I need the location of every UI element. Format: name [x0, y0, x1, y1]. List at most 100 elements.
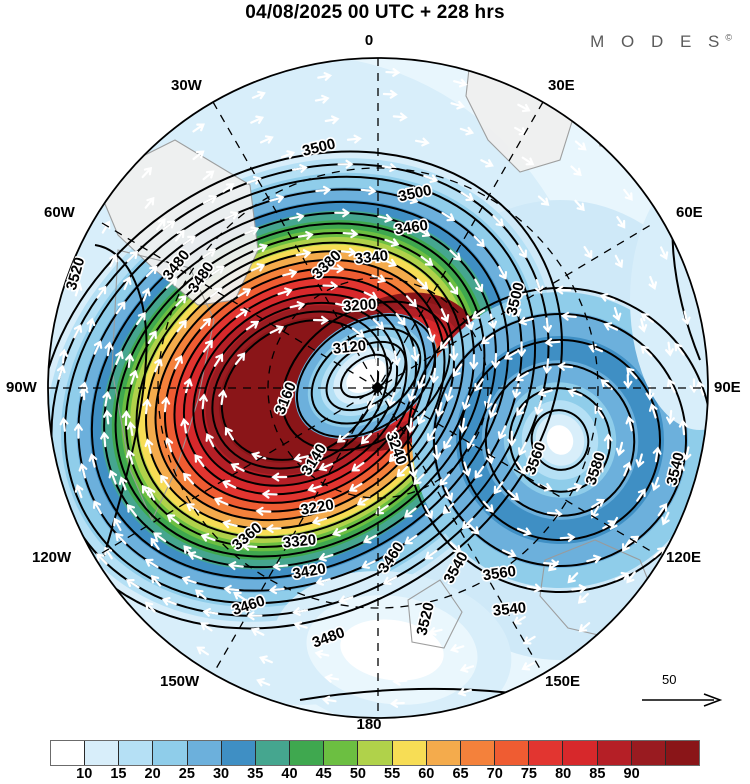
wind-arrow-icon	[452, 363, 463, 378]
wind-arrow-icon	[342, 229, 359, 239]
colorbar-tick-label: 40	[281, 766, 298, 782]
wind-arrow-icon	[626, 571, 636, 584]
wind-arrow-icon	[449, 249, 462, 261]
colorbar-segment	[255, 741, 291, 765]
wind-arrow-icon	[537, 195, 550, 206]
wind-arrow-icon	[372, 355, 382, 372]
wind-arrow-icon	[261, 489, 278, 499]
wind-arrow-icon	[86, 317, 96, 333]
wind-arrow-icon	[314, 94, 330, 104]
wind-arrow-icon	[388, 450, 401, 463]
wind-arrow-icon	[410, 346, 420, 363]
wind-arrow-icon	[318, 462, 334, 472]
wind-arrow-icon	[387, 427, 398, 441]
wind-arrow-icon	[265, 524, 282, 534]
wind-arrow-icon	[363, 291, 379, 301]
wind-arrow-icon	[289, 301, 306, 310]
wind-arrow-icon	[182, 235, 196, 246]
wind-arrow-icon	[626, 367, 638, 380]
wind-arrow-icon	[424, 504, 434, 520]
wind-arrow-icon	[202, 195, 218, 204]
colorbar-tick-label: 15	[110, 766, 127, 782]
wind-arrow-icon	[507, 430, 517, 447]
wind-arrow-icon	[108, 469, 118, 485]
wind-arrow-icon	[382, 89, 398, 99]
wind-arrow-icon	[271, 472, 288, 482]
reference-vector-label: 50	[662, 672, 677, 687]
wind-arrow-icon	[147, 330, 157, 345]
wind-arrow-icon	[202, 607, 219, 617]
wind-arrow-icon	[174, 229, 185, 242]
lon-label-30W: 30W	[171, 77, 202, 94]
wind-arrow-icon	[503, 350, 518, 360]
wind-arrow-icon	[517, 103, 531, 113]
wind-arrow-icon	[150, 537, 160, 551]
wind-arrow-icon	[457, 687, 473, 697]
colorbar-tick-label: 20	[144, 766, 161, 782]
page-title: 04/08/2025 00 UTC + 228 hrs	[245, 2, 505, 23]
wind-arrow-icon	[74, 483, 84, 499]
wind-arrow-icon	[567, 388, 583, 398]
wind-arrow-icon	[612, 306, 622, 322]
wind-arrow-icon	[164, 437, 174, 453]
wind-arrow-icon	[293, 621, 308, 630]
wind-arrow-icon	[407, 386, 417, 403]
wind-arrow-icon	[79, 385, 89, 401]
lon-label-150E: 150E	[545, 673, 581, 690]
wind-arrow-icon	[648, 403, 658, 419]
wind-arrow-icon	[501, 549, 517, 558]
wind-arrow-icon	[251, 90, 266, 100]
wind-arrow-icon	[428, 627, 443, 636]
modes-logo: M O D E S©	[590, 32, 732, 52]
colorbar-segment	[358, 741, 393, 765]
wind-arrow-icon	[346, 134, 362, 144]
colorbar-segment	[460, 741, 496, 765]
wind-arrow-icon	[237, 288, 252, 298]
wind-arrow-icon	[459, 126, 475, 136]
wind-arrow-icon	[471, 309, 486, 319]
wind-arrow-icon	[544, 337, 561, 347]
wind-arrow-icon	[485, 448, 495, 465]
colorbar-segment	[51, 741, 86, 765]
wind-arrow-icon	[474, 278, 484, 293]
wind-arrow-icon	[144, 438, 154, 454]
wind-arrow-icon	[406, 417, 416, 434]
wind-arrow-icon	[351, 461, 365, 472]
wind-arrow-icon	[396, 465, 409, 478]
contour-label: 3340	[354, 247, 389, 267]
wind-arrow-icon	[318, 552, 334, 562]
wind-arrow-icon	[126, 250, 139, 263]
colorbar-tick-label: 35	[247, 766, 264, 782]
wind-arrow-icon	[578, 622, 591, 633]
wind-arrow-icon	[311, 516, 328, 526]
wind-arrow-icon	[348, 482, 363, 492]
wind-arrow-icon	[59, 348, 69, 364]
wind-arrow-icon	[491, 352, 501, 369]
wind-arrow-icon	[462, 461, 472, 477]
wind-arrow-icon	[96, 285, 107, 299]
low-center-marker	[371, 381, 384, 394]
wind-arrow-icon	[488, 403, 497, 419]
wind-arrow-icon	[73, 422, 83, 439]
wind-arrow-icon	[338, 595, 354, 605]
wind-arrow-icon	[340, 247, 357, 257]
wind-arrow-icon	[115, 350, 124, 366]
wind-arrow-icon	[404, 534, 418, 545]
wind-arrow-icon	[109, 253, 118, 268]
wind-arrow-icon	[150, 574, 162, 587]
wind-arrow-icon	[205, 433, 215, 448]
wind-arrow-icon	[360, 633, 376, 643]
wind-arrow-icon	[336, 432, 350, 443]
wind-arrow-icon	[522, 635, 536, 645]
colorbar-segment	[563, 741, 598, 765]
wind-arrow-icon	[253, 243, 269, 252]
wind-arrow-icon	[423, 174, 439, 184]
wind-arrow-glyphs	[56, 67, 705, 708]
wind-arrow-icon	[115, 301, 126, 315]
colorbar-segment	[85, 741, 120, 765]
wind-arrow-icon	[512, 301, 522, 318]
wind-arrow-icon	[202, 170, 215, 181]
map-border	[47, 57, 709, 719]
wind-arrow-icon	[78, 462, 88, 479]
